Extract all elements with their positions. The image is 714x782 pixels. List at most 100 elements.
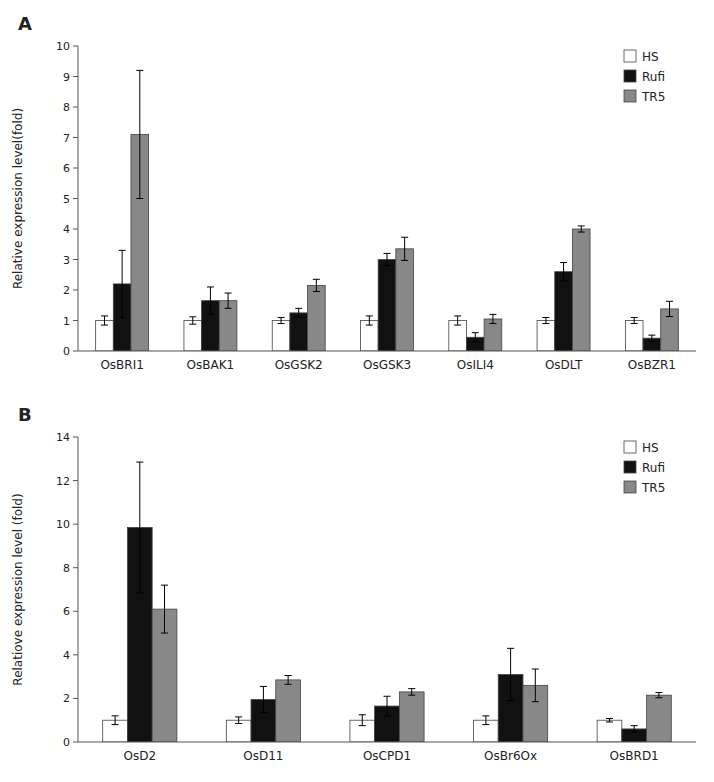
- error-cap: [136, 592, 143, 593]
- error-cap: [631, 323, 638, 324]
- y-tick-label: 10: [56, 518, 70, 531]
- legend-label: Rufi: [642, 70, 665, 84]
- error-cap: [578, 225, 585, 226]
- error-bar: [472, 333, 479, 342]
- error-cap: [313, 291, 320, 292]
- error-cap: [532, 701, 539, 702]
- x-tick-label: OsILI4: [457, 358, 494, 372]
- y-tick-label: 0: [63, 736, 70, 749]
- error-cap: [560, 280, 567, 281]
- error-bar: [655, 693, 662, 698]
- error-bar: [225, 293, 232, 308]
- error-cap: [454, 315, 461, 316]
- error-line: [634, 317, 635, 323]
- error-line: [298, 308, 299, 317]
- error-line: [263, 686, 264, 712]
- error-cap: [225, 308, 232, 309]
- error-cap: [507, 648, 514, 649]
- error-bar: [482, 716, 489, 725]
- x-tick-label: OsDLT: [545, 358, 583, 372]
- error-cap: [489, 314, 496, 315]
- y-tick-label: 2: [63, 692, 70, 705]
- y-tick-label: 12: [56, 475, 70, 488]
- error-bar: [666, 301, 673, 316]
- y-tick: [73, 611, 78, 612]
- error-line: [658, 693, 659, 698]
- error-line: [457, 316, 458, 325]
- error-bar: [260, 686, 267, 712]
- error-cap: [606, 718, 613, 719]
- y-tick: [73, 259, 78, 260]
- error-cap: [359, 714, 366, 715]
- error-cap: [507, 700, 514, 701]
- y-tick: [73, 351, 78, 352]
- bar: [290, 313, 308, 351]
- y-tick: [73, 198, 78, 199]
- y-tick-label: 8: [63, 101, 70, 114]
- y-tick: [73, 137, 78, 138]
- error-line: [387, 696, 388, 716]
- bar: [396, 249, 414, 351]
- error-bar: [606, 718, 613, 721]
- error-line: [281, 317, 282, 323]
- panel-title: B: [18, 404, 32, 425]
- error-bar: [161, 585, 168, 633]
- y-tick: [73, 290, 78, 291]
- error-cap: [189, 316, 196, 317]
- error-cap: [112, 724, 119, 725]
- legend-swatch: [624, 441, 636, 453]
- error-cap: [472, 341, 479, 342]
- bar: [555, 272, 573, 351]
- error-bar: [366, 316, 373, 325]
- error-bar: [384, 696, 391, 716]
- error-bar: [285, 676, 292, 685]
- legend: HSRufiTR5: [624, 441, 665, 495]
- error-line: [238, 717, 239, 724]
- y-axis-line: [78, 437, 79, 742]
- y-tick-label: 0: [63, 345, 70, 358]
- bar: [276, 680, 301, 742]
- error-cap: [119, 250, 126, 251]
- error-cap: [542, 323, 549, 324]
- y-tick: [73, 320, 78, 321]
- error-line: [404, 237, 405, 260]
- legend-swatch: [624, 461, 636, 473]
- error-line: [369, 316, 370, 325]
- error-cap: [655, 697, 662, 698]
- y-axis-label: Relative expression level(fold): [11, 108, 25, 289]
- panel-title: A: [18, 13, 32, 34]
- bar: [449, 321, 467, 352]
- error-bar: [560, 263, 567, 281]
- y-tick: [73, 480, 78, 481]
- bar: [399, 692, 424, 742]
- error-bar: [136, 462, 143, 593]
- legend-swatch: [624, 50, 636, 62]
- error-bar: [532, 669, 539, 702]
- x-tick-label: OsBr6Ox: [484, 749, 537, 763]
- error-line: [104, 316, 105, 325]
- error-line: [228, 293, 229, 308]
- error-cap: [384, 696, 391, 697]
- bar: [184, 321, 202, 352]
- y-tick: [73, 698, 78, 699]
- bar: [484, 319, 502, 351]
- error-cap: [295, 317, 302, 318]
- error-bar: [631, 317, 638, 323]
- error-bar: [578, 226, 585, 232]
- y-tick-label: 9: [63, 71, 70, 84]
- error-cap: [366, 325, 373, 326]
- bar: [597, 720, 622, 742]
- x-tick-label: OsCPD1: [363, 749, 411, 763]
- x-tick-label: OsBRI1: [100, 358, 143, 372]
- bar: [378, 260, 396, 352]
- error-cap: [401, 260, 408, 261]
- error-cap: [207, 314, 214, 315]
- error-bar: [401, 237, 408, 260]
- error-bar: [408, 689, 415, 696]
- error-cap: [112, 715, 119, 716]
- error-cap: [366, 315, 373, 316]
- error-line: [164, 585, 165, 633]
- legend: HSRufiTR5: [624, 50, 665, 104]
- error-cap: [285, 684, 292, 685]
- error-bar: [235, 717, 242, 724]
